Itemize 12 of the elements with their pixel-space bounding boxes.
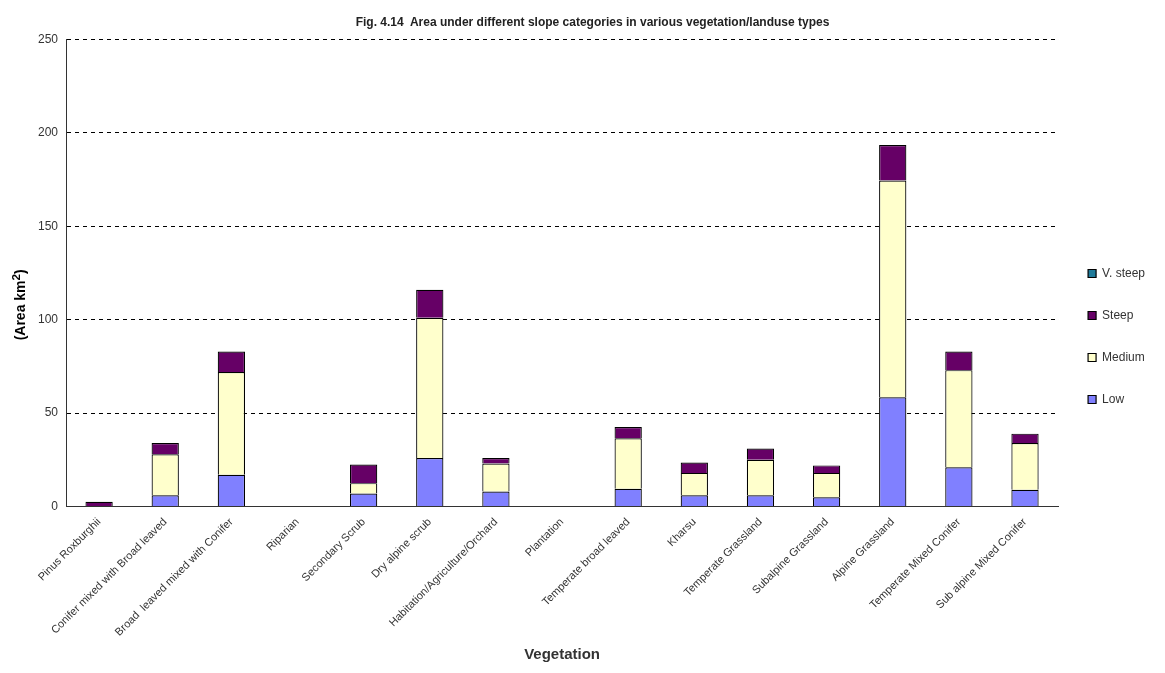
- legend-label: Medium: [1102, 349, 1145, 364]
- y-tick-label: 100: [37, 311, 59, 326]
- chart-title: Fig. 4.14 Area under different slope categories in various vegetation/landuse types: [355, 14, 830, 29]
- legend-label: V. steep: [1102, 265, 1146, 280]
- y-tick-label: 250: [37, 31, 59, 46]
- legend-label: Steep: [1102, 307, 1134, 322]
- y-tick-label: 150: [37, 218, 59, 233]
- y-tick-label: 50: [44, 405, 59, 420]
- y-tick-label: 0: [51, 498, 59, 513]
- x-axis-title: Vegetation: [524, 645, 600, 663]
- y-tick-label: 200: [37, 125, 59, 140]
- legend-label: Low: [1102, 391, 1125, 406]
